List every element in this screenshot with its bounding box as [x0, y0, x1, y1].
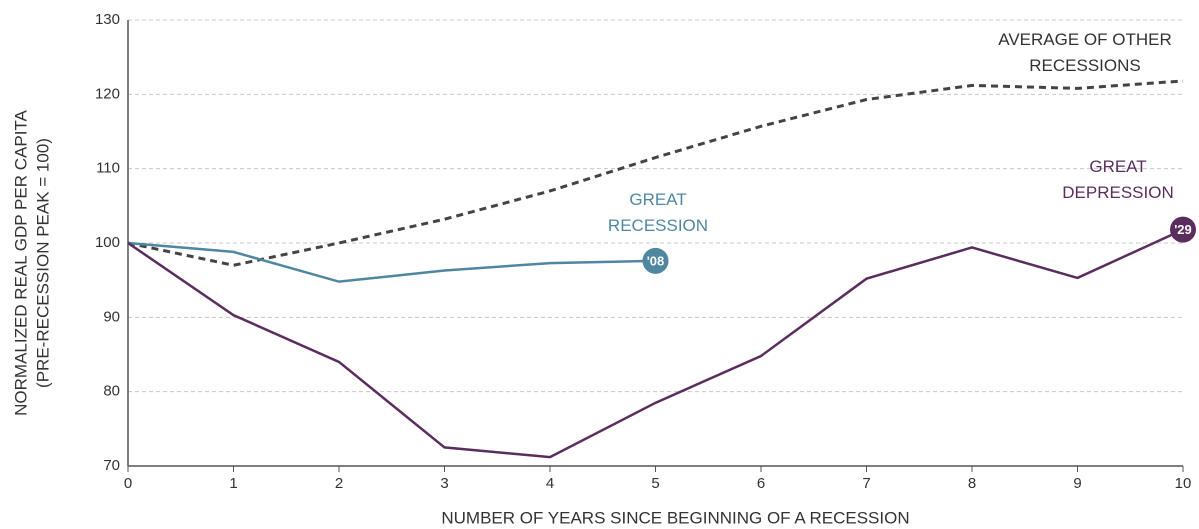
x-tick-label: 8: [968, 475, 976, 492]
x-tick-label: 4: [546, 475, 554, 492]
line: [127, 79, 1184, 267]
x-tick-label: 3: [440, 475, 448, 492]
line: [127, 241, 656, 283]
x-tick-label: 10: [1175, 475, 1192, 492]
y-tick-label: 120: [95, 85, 120, 102]
y-tick-label: 130: [95, 11, 120, 28]
x-tick-label: 6: [757, 475, 765, 492]
series-label: AVERAGE OF OTHER RECESSIONS: [998, 30, 1172, 75]
y-axis-label: (PRE-RECESSION PEAK = 100): [33, 138, 52, 388]
x-tick-label: 0: [124, 475, 132, 492]
y-axis-label: NORMALIZED REAL GDP PER CAPITA: [11, 109, 30, 415]
x-tick-label: 9: [1073, 475, 1081, 492]
badge-label: '29: [1174, 222, 1192, 237]
end-badge: [1170, 216, 1196, 243]
y-tick-label: 70: [103, 457, 120, 474]
series-label: GREAT DEPRESSION: [1062, 157, 1174, 202]
x-tick-label: 2: [335, 475, 343, 492]
badge-label: '08: [647, 253, 665, 268]
x-axis-label: NUMBER OF YEARS SINCE BEGINNING OF A REC…: [441, 508, 909, 527]
y-tick-label: 110: [96, 160, 120, 177]
line: [127, 228, 1184, 459]
x-tick-label: 5: [651, 475, 659, 492]
y-tick-label: 90: [103, 308, 120, 325]
x-tick-label: 7: [862, 475, 870, 492]
y-tick-label: 80: [103, 383, 120, 400]
x-tick-label: 1: [229, 475, 237, 492]
end-badge: [642, 247, 669, 274]
series-label: GREAT RECESSION: [607, 190, 709, 235]
y-tick-label: 100: [95, 234, 120, 251]
